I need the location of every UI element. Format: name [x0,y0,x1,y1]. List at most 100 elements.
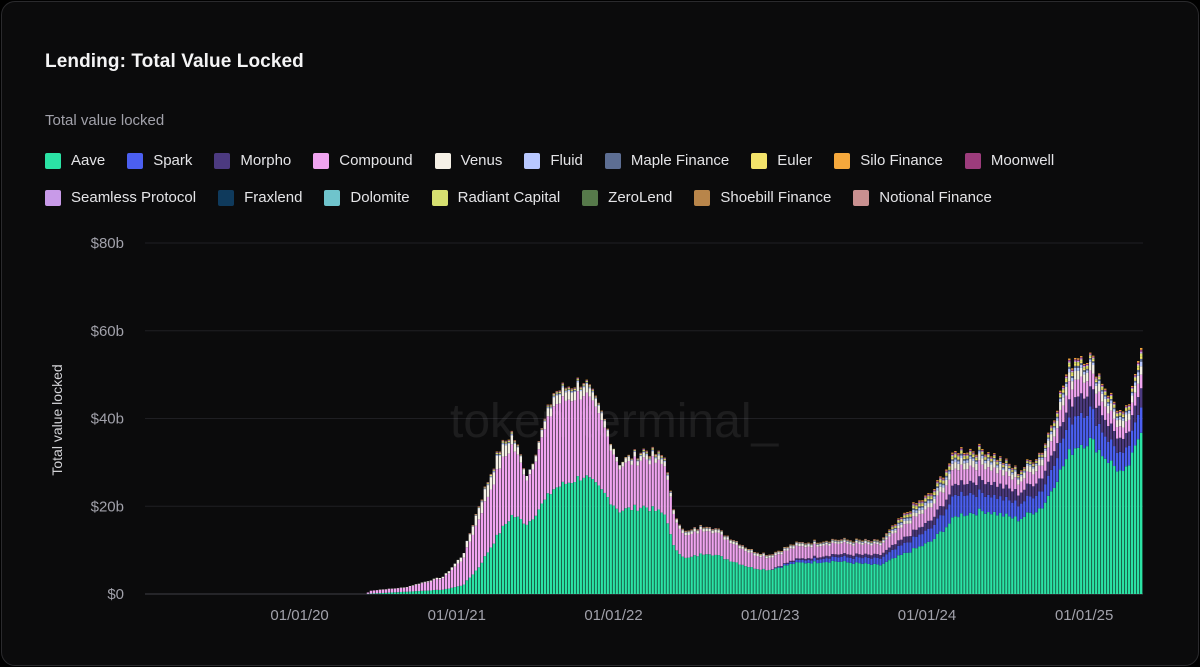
bar-segment-moonwell[interactable] [951,453,954,455]
bar-segment-venus[interactable] [678,525,681,529]
bar-segment-maple-finance[interactable] [909,516,912,519]
bar-segment-compound[interactable] [876,544,879,555]
bar-segment-spark[interactable] [969,492,972,513]
bar-segment-venus[interactable] [603,421,606,428]
bar-segment-compound[interactable] [921,513,924,527]
bar-segment-compound[interactable] [738,548,741,565]
bar-segment-seamless-protocol[interactable] [1083,366,1086,368]
bar-segment-spark[interactable] [1005,496,1008,514]
bar-segment-euler[interactable] [1047,436,1050,438]
bar-segment-spark[interactable] [1134,422,1137,446]
bar-segment-maple-finance[interactable] [546,406,549,408]
bar-segment-euler[interactable] [1020,472,1023,474]
bar-segment-silo-finance[interactable] [1101,383,1104,385]
bar-segment-seamless-protocol[interactable] [1095,378,1098,380]
bar-segment-venus[interactable] [702,529,705,532]
bar-segment-fluid[interactable] [570,391,573,393]
bar-segment-compound[interactable] [774,555,777,568]
bar-segment-radiant-capital[interactable] [900,519,903,521]
bar-segment-venus[interactable] [750,550,753,553]
bar-segment-aave[interactable] [606,497,609,594]
bar-segment-radiant-capital[interactable] [1014,467,1017,469]
bar-segment-aave[interactable] [948,523,951,594]
bar-segment-moonwell[interactable] [1023,467,1026,469]
bar-segment-radiant-capital[interactable] [1128,406,1131,409]
bar-segment-euler[interactable] [1083,368,1086,371]
bar-segment-morpho[interactable] [1065,412,1068,430]
bar-segment-venus[interactable] [699,526,702,530]
bar-segment-venus[interactable] [558,394,561,404]
bar-segment-compound[interactable] [552,406,555,490]
bar-segment-compound[interactable] [411,585,415,592]
bar-segment-aave[interactable] [1104,458,1107,594]
bar-segment-venus[interactable] [1119,419,1122,427]
bar-segment-euler[interactable] [561,384,564,386]
bar-segment-maple-finance[interactable] [1104,394,1107,397]
bar-segment-morpho[interactable] [1035,483,1038,496]
bar-segment-venus[interactable] [534,456,538,462]
bar-segment-venus[interactable] [831,541,834,543]
bar-segment-spark[interactable] [1068,417,1071,450]
bar-segment-aave[interactable] [1131,452,1134,594]
bar-segment-compound[interactable] [429,581,433,591]
bar-segment-maple-finance[interactable] [642,451,645,452]
bar-segment-compound[interactable] [681,533,684,557]
bar-segment-maple-finance[interactable] [1038,456,1041,458]
bar-segment-seamless-protocol[interactable] [1032,463,1035,465]
bar-segment-aave[interactable] [513,517,517,594]
bar-segment-silo-finance[interactable] [1086,363,1089,364]
bar-segment-morpho[interactable] [798,558,801,560]
bar-segment-aave[interactable] [462,584,466,594]
bar-segment-euler[interactable] [654,456,657,457]
bar-segment-radiant-capital[interactable] [948,466,951,469]
bar-segment-aave[interactable] [441,589,445,594]
bar-segment-fluid[interactable] [633,451,636,453]
bar-segment-radiant-capital[interactable] [996,462,999,464]
bar-segment-moonwell[interactable] [1080,357,1083,359]
bar-segment-compound[interactable] [657,459,660,510]
bar-segment-spark[interactable] [876,557,879,565]
bar-segment-radiant-capital[interactable] [960,450,963,453]
bar-segment-venus[interactable] [954,462,957,469]
bar-segment-fluid[interactable] [852,543,855,545]
bar-segment-fluid[interactable] [963,460,966,464]
bar-segment-aave[interactable] [897,555,900,594]
bar-segment-seamless-protocol[interactable] [1140,351,1143,354]
bar-segment-venus[interactable] [693,529,696,532]
bar-segment-maple-finance[interactable] [654,456,657,458]
bar-segment-compound[interactable] [1062,405,1065,423]
bar-segment-aave[interactable] [837,561,840,594]
bar-segment-morpho[interactable] [909,536,912,543]
bar-segment-euler[interactable] [582,385,585,386]
bar-segment-compound[interactable] [438,579,442,590]
bar-segment-venus[interactable] [1008,470,1011,477]
bar-segment-euler[interactable] [906,515,909,518]
bar-segment-moonwell[interactable] [891,526,894,527]
bar-segment-radiant-capital[interactable] [645,452,648,453]
bar-segment-fluid[interactable] [867,541,870,543]
bar-segment-aave[interactable] [456,586,460,594]
bar-segment-radiant-capital[interactable] [582,384,585,386]
bar-segment-euler[interactable] [1122,415,1125,418]
bar-segment-euler[interactable] [663,459,666,461]
bar-segment-compound[interactable] [945,485,948,500]
bar-segment-euler[interactable] [984,458,987,460]
bar-segment-fluid[interactable] [843,539,846,541]
bar-segment-maple-finance[interactable] [555,393,558,395]
bar-segment-compound[interactable] [783,550,786,564]
bar-segment-moonwell[interactable] [933,490,936,492]
bar-segment-moonwell[interactable] [1098,374,1101,376]
bar-segment-euler[interactable] [954,456,957,458]
bar-segment-spark[interactable] [978,489,981,509]
bar-segment-venus[interactable] [858,542,861,544]
bar-segment-aave[interactable] [1065,459,1068,594]
bar-segment-morpho[interactable] [948,494,951,505]
bar-segment-venus[interactable] [1062,397,1065,406]
bar-segment-euler[interactable] [588,386,591,387]
bar-segment-spark[interactable] [852,558,855,564]
bar-segment-seamless-protocol[interactable] [1026,460,1029,462]
bar-segment-silo-finance[interactable] [975,454,978,456]
bar-segment-radiant-capital[interactable] [888,530,891,532]
bar-segment-seamless-protocol[interactable] [1008,465,1011,466]
bar-segment-venus[interactable] [873,541,876,544]
